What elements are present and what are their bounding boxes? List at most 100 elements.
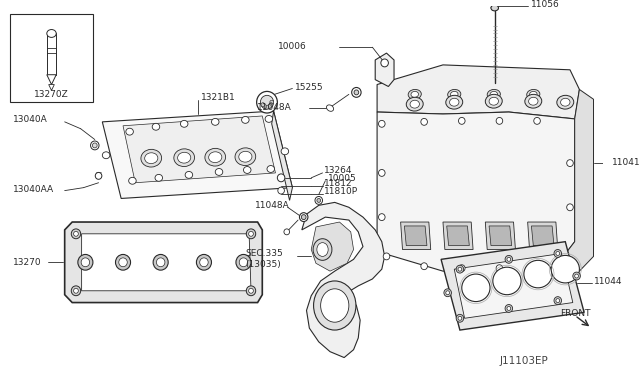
Ellipse shape [534,263,540,270]
Ellipse shape [493,267,521,295]
Ellipse shape [241,116,249,124]
Ellipse shape [411,92,419,97]
Ellipse shape [284,229,289,235]
Ellipse shape [267,166,275,173]
Ellipse shape [410,100,419,108]
Ellipse shape [249,231,253,236]
Ellipse shape [145,153,158,164]
Polygon shape [404,226,427,246]
Ellipse shape [153,254,168,270]
Polygon shape [401,222,431,250]
Polygon shape [454,253,573,318]
Ellipse shape [575,274,579,278]
Ellipse shape [155,174,163,181]
Ellipse shape [90,141,99,150]
Ellipse shape [215,169,223,175]
Text: 11810P: 11810P [324,187,358,196]
Ellipse shape [92,143,97,148]
Ellipse shape [378,170,385,176]
Ellipse shape [458,267,462,271]
Ellipse shape [314,281,356,330]
Ellipse shape [239,258,248,267]
Ellipse shape [180,121,188,127]
Ellipse shape [524,260,552,288]
Polygon shape [485,222,515,250]
Ellipse shape [178,152,191,163]
Polygon shape [65,222,262,302]
Ellipse shape [263,105,266,108]
Polygon shape [556,89,593,281]
Polygon shape [47,75,56,84]
Ellipse shape [554,250,561,257]
Ellipse shape [236,254,251,270]
Ellipse shape [270,100,273,104]
Text: 11048A: 11048A [257,103,291,112]
Ellipse shape [444,289,451,296]
Ellipse shape [239,151,252,162]
Text: 11056: 11056 [531,0,559,9]
Ellipse shape [485,94,502,108]
Text: 13270: 13270 [13,258,42,267]
Ellipse shape [278,187,284,194]
Ellipse shape [496,118,502,124]
Ellipse shape [378,214,385,221]
Ellipse shape [505,305,513,312]
Text: (13035): (13035) [245,260,281,269]
Text: 13040A: 13040A [13,115,47,124]
Ellipse shape [529,92,537,97]
Ellipse shape [573,272,580,280]
Ellipse shape [246,229,256,239]
Ellipse shape [102,152,110,159]
Ellipse shape [243,167,251,173]
Polygon shape [375,53,394,87]
Ellipse shape [421,118,428,125]
Ellipse shape [196,254,211,270]
Ellipse shape [321,289,349,322]
Text: 1321B1: 1321B1 [201,93,236,102]
Ellipse shape [490,92,497,97]
Ellipse shape [505,256,513,263]
Ellipse shape [71,229,81,239]
Polygon shape [49,84,54,90]
Text: 11044: 11044 [593,278,622,286]
Ellipse shape [507,307,511,310]
Ellipse shape [556,251,559,256]
Ellipse shape [261,103,265,107]
Ellipse shape [352,87,361,97]
Ellipse shape [211,118,219,125]
Ellipse shape [326,105,333,111]
Ellipse shape [257,92,277,113]
Ellipse shape [566,160,573,167]
Ellipse shape [47,29,56,38]
Ellipse shape [529,97,538,105]
Bar [10,14,93,102]
Ellipse shape [534,118,540,124]
Polygon shape [302,202,385,357]
Polygon shape [447,226,469,246]
Polygon shape [377,112,575,271]
Polygon shape [102,111,292,198]
Ellipse shape [317,198,321,202]
Ellipse shape [458,316,462,320]
Ellipse shape [313,239,332,260]
Text: 10006: 10006 [278,42,307,51]
Ellipse shape [491,5,499,11]
Text: 13040AA: 13040AA [13,185,54,194]
Ellipse shape [554,296,561,305]
Ellipse shape [381,59,388,67]
Polygon shape [527,222,558,250]
Polygon shape [443,222,473,250]
Ellipse shape [235,148,256,166]
Ellipse shape [487,89,500,99]
Polygon shape [123,116,275,183]
Ellipse shape [489,97,499,105]
Text: 10005: 10005 [328,174,357,183]
Ellipse shape [408,89,421,99]
Ellipse shape [456,314,463,322]
Ellipse shape [406,97,423,111]
Text: 15255: 15255 [295,83,324,92]
Polygon shape [441,242,584,330]
Text: 11041: 11041 [612,158,640,167]
Ellipse shape [249,288,253,293]
Ellipse shape [447,89,461,99]
